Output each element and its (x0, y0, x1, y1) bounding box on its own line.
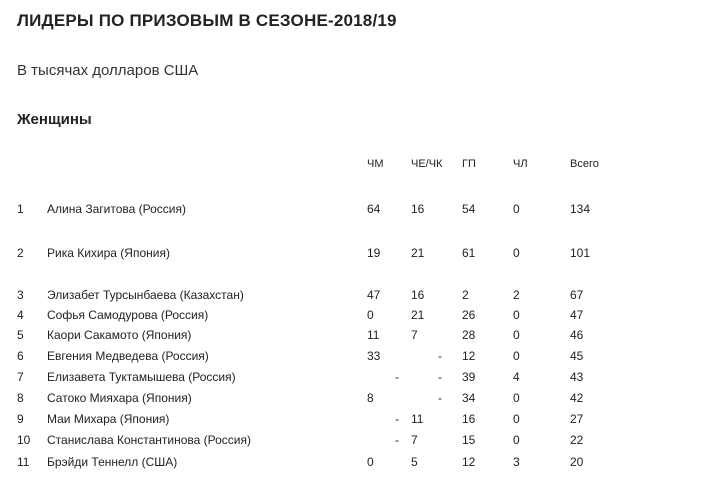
cell-value: 3 (513, 455, 520, 469)
cell-value: 12 (462, 349, 476, 363)
section-heading: Женщины (17, 111, 92, 128)
cell-value: 0 (513, 433, 520, 447)
skater-name: Рика Кихира (Япония) (47, 246, 170, 260)
cell-value: 11 (367, 328, 380, 342)
skater-name: Алина Загитова (Россия) (47, 202, 186, 216)
cell-value: 0 (513, 246, 520, 260)
cell-value: 0 (513, 308, 520, 322)
skater-name: Елизавета Туктамышева (Россия) (47, 370, 236, 384)
cell-value: 0 (367, 455, 374, 469)
cell-value: 0 (513, 412, 520, 426)
table-row: 11 Брэйди Теннелл (США) 0 5 12 3 20 (0, 455, 705, 473)
table-row: 6 Евгения Медведева (Россия) 33 - 12 0 45 (0, 349, 705, 367)
skater-name: Брэйди Теннелл (США) (47, 455, 178, 469)
cell-value: 28 (462, 328, 476, 342)
cell-value: 2 (513, 288, 520, 302)
rank: 11 (17, 455, 30, 469)
column-header: ЧЛ (513, 158, 528, 170)
cell-value: - (395, 412, 399, 426)
column-header: Всего (570, 158, 599, 170)
rank: 9 (17, 412, 24, 426)
cell-value: 22 (570, 433, 584, 447)
column-header: ЧМ (367, 158, 384, 170)
cell-value: 8 (367, 391, 374, 405)
rank: 6 (17, 349, 24, 363)
cell-value: 0 (513, 202, 520, 216)
table-row: 4 Софья Самодурова (Россия) 0 21 26 0 47 (0, 308, 705, 326)
cell-value: 26 (462, 308, 476, 322)
cell-value: 101 (570, 246, 591, 260)
rank: 5 (17, 328, 24, 342)
rank: 8 (17, 391, 24, 405)
cell-value: - (438, 391, 442, 405)
skater-name: Станислава Константинова (Россия) (47, 433, 251, 447)
table-header: ЧМ ЧЕ/ЧК ГП ЧЛ Всего (0, 158, 705, 176)
table-row: 8 Сатоко Мияхара (Япония) 8 - 34 0 42 (0, 391, 705, 409)
cell-value: - (395, 370, 399, 384)
cell-value: 27 (570, 412, 584, 426)
rank: 1 (17, 202, 24, 216)
skater-name: Каори Сакамото (Япония) (47, 328, 192, 342)
cell-value: 0 (513, 328, 520, 342)
column-header: ГП (462, 158, 476, 170)
cell-value: - (438, 370, 442, 384)
cell-value: 16 (411, 288, 425, 302)
cell-value: 67 (570, 288, 584, 302)
cell-value: 33 (367, 349, 381, 363)
cell-value: 64 (367, 202, 381, 216)
cell-value: 4 (513, 370, 520, 384)
skater-name: Сатоко Мияхара (Япония) (47, 391, 192, 405)
cell-value: 5 (411, 455, 418, 469)
cell-value: 16 (411, 202, 425, 216)
cell-value: 47 (367, 288, 381, 302)
cell-value: 19 (367, 246, 381, 260)
skater-name: Софья Самодурова (Россия) (47, 308, 209, 322)
table-row: 3 Элизабет Турсынбаева (Казахстан) 47 16 2 2 6… (0, 288, 705, 306)
cell-value: 0 (513, 391, 520, 405)
rank: 4 (17, 308, 24, 322)
cell-value: 21 (411, 246, 425, 260)
cell-value: 61 (462, 246, 476, 260)
rank: 10 (17, 433, 31, 447)
cell-value: 47 (570, 308, 584, 322)
cell-value: 7 (411, 433, 418, 447)
cell-value: 0 (513, 349, 520, 363)
skater-name: Евгения Медведева (Россия) (47, 349, 209, 363)
page-title: ЛИДЕРЫ ПО ПРИЗОВЫМ В СЕЗОНЕ-2018/19 (17, 11, 397, 30)
table-row: 5 Каори Сакамото (Япония) 11 7 28 0 46 (0, 328, 705, 346)
cell-value: 54 (462, 202, 476, 216)
skater-name: Элизабет Турсынбаева (Казахстан) (47, 288, 244, 302)
cell-value: - (438, 349, 442, 363)
cell-value: 0 (367, 308, 374, 322)
table-row: 2 Рика Кихира (Япония) 19 21 61 0 101 (0, 246, 705, 264)
subtitle: В тысячах долларов США (17, 62, 199, 79)
cell-value: - (395, 433, 399, 447)
cell-value: 2 (462, 288, 469, 302)
cell-value: 16 (462, 412, 476, 426)
table-row: 7 Елизавета Туктамышева (Россия) - - 39 4 43 (0, 370, 705, 388)
cell-value: 20 (570, 455, 584, 469)
cell-value: 43 (570, 370, 584, 384)
cell-value: 46 (570, 328, 584, 342)
cell-value: 34 (462, 391, 476, 405)
cell-value: 12 (462, 455, 476, 469)
table-row: 10 Станислава Константинова (Россия) -7 15 0… (0, 433, 705, 451)
cell-value: 39 (462, 370, 476, 384)
column-header: ЧЕ/ЧК (411, 158, 443, 170)
cell-value: 7 (411, 328, 418, 342)
cell-value: 134 (570, 202, 591, 216)
cell-value: 11 (411, 412, 424, 426)
cell-value: 21 (411, 308, 425, 322)
cell-value: 45 (570, 349, 584, 363)
rank: 3 (17, 288, 24, 302)
rank: 7 (17, 370, 24, 384)
cell-value: 15 (462, 433, 476, 447)
skater-name: Маи Михара (Япония) (47, 412, 170, 426)
cell-value: 42 (570, 391, 584, 405)
table-row: 1 Алина Загитова (Россия) 64 16 54 0 134 (0, 202, 705, 220)
rank: 2 (17, 246, 24, 260)
table-row: 9 Маи Михара (Япония) -11 16 0 27 (0, 412, 705, 430)
